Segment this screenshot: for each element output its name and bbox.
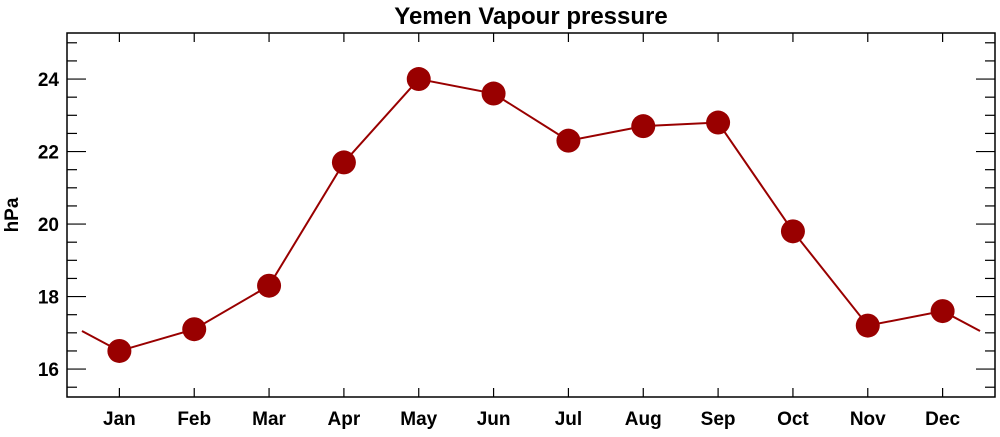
axes	[66, 32, 996, 398]
x-tick-label: Feb	[177, 409, 211, 430]
y-tick-label: 24	[38, 70, 60, 91]
series	[81, 67, 981, 363]
x-tick-label: Jul	[555, 409, 582, 430]
chart-title: Yemen Vapour pressure	[394, 3, 667, 30]
y-tick-label: 16	[38, 360, 59, 381]
x-tick-label: Jan	[103, 409, 136, 430]
plot-frame	[66, 32, 996, 398]
y-tick-label: 22	[38, 143, 59, 164]
data-point-feb	[182, 317, 207, 342]
tick-labels: 16 18 20 22 24 Jan Feb Mar Apr May Jun Jul Aug Sep Oct…	[38, 70, 961, 430]
data-point-dec	[930, 299, 955, 324]
x-tick-label: Sep	[701, 409, 736, 430]
data-point-nov	[855, 313, 880, 338]
data-point-oct	[780, 219, 805, 244]
x-tick-label: Dec	[925, 409, 960, 430]
series-line	[81, 77, 981, 353]
y-tick-label: 18	[38, 288, 59, 309]
data-point-sep	[706, 110, 731, 135]
x-tick-label: Oct	[777, 409, 809, 430]
y-axis-label: hPa	[2, 197, 23, 232]
y-tick-label: 20	[38, 215, 59, 236]
data-point-mar	[257, 273, 282, 298]
data-point-jul	[556, 128, 581, 153]
data-point-aug	[631, 114, 656, 139]
x-tick-label: Apr	[328, 409, 361, 430]
x-tick-label: Jun	[477, 409, 511, 430]
x-tick-label: Nov	[850, 409, 886, 430]
x-tick-label: May	[400, 409, 437, 430]
data-point-jun	[481, 81, 506, 106]
data-point-apr	[331, 150, 356, 175]
data-point-may	[406, 67, 431, 92]
x-tick-label: Aug	[625, 409, 662, 430]
x-tick-label: Mar	[252, 409, 286, 430]
data-point-jan	[107, 338, 132, 363]
